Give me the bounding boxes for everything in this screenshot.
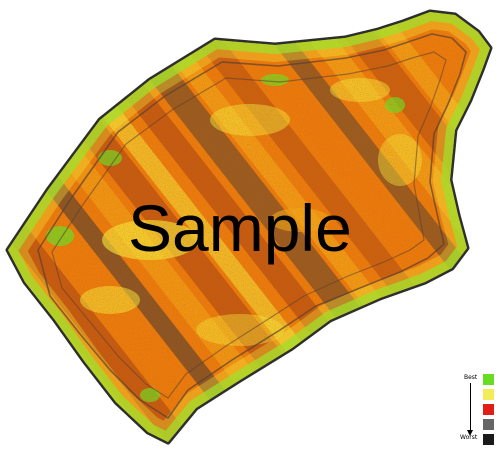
- legend-swatches: [483, 374, 495, 449]
- legend: Best Worst: [458, 372, 498, 448]
- legend-swatch-3: [483, 404, 494, 415]
- legend-worst-label: Worst: [460, 434, 478, 441]
- legend-swatch-5: [483, 434, 494, 445]
- legend-swatch-4: [483, 419, 494, 430]
- legend-swatch-2: [483, 389, 494, 400]
- legend-swatch-1: [483, 374, 494, 385]
- legend-best-label: Best: [464, 374, 478, 381]
- watermark-text: Sample: [128, 191, 352, 265]
- legend-arrow-icon: [467, 383, 473, 436]
